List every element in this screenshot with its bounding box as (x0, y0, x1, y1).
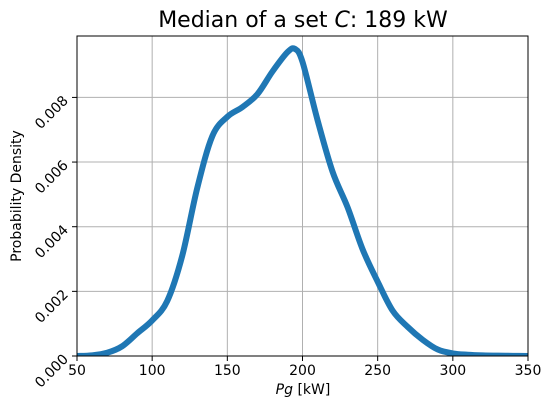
grid (76, 36, 529, 357)
x-tick-label: 350 (515, 363, 542, 379)
y-axis-label: Probability Density (9, 130, 25, 262)
x-tick-label: 300 (439, 363, 466, 379)
y-tick-label: 0.006 (32, 158, 72, 198)
x-tick-label: 50 (68, 363, 86, 379)
x-tick-label: 150 (214, 363, 241, 379)
y-tick-label: 0.008 (32, 93, 72, 133)
chart-title: Median of a set C: 189 kW (158, 8, 448, 33)
y-tick-label: 0.002 (32, 287, 72, 327)
density-curve-0 (77, 45, 528, 356)
y-tick-label: 0.004 (32, 222, 72, 262)
x-tick-label: 250 (364, 363, 391, 379)
x-axis-label: Pg [kW] (276, 382, 331, 398)
series-line-layer (77, 45, 528, 356)
axis-ticks: 50 100 150 200 250 300 350 0.000 0.002 0.004 0.006… (32, 93, 541, 391)
x-tick-label: 200 (289, 363, 316, 379)
x-tick-label: 100 (139, 363, 166, 379)
y-tick-label: 0.000 (32, 352, 72, 392)
